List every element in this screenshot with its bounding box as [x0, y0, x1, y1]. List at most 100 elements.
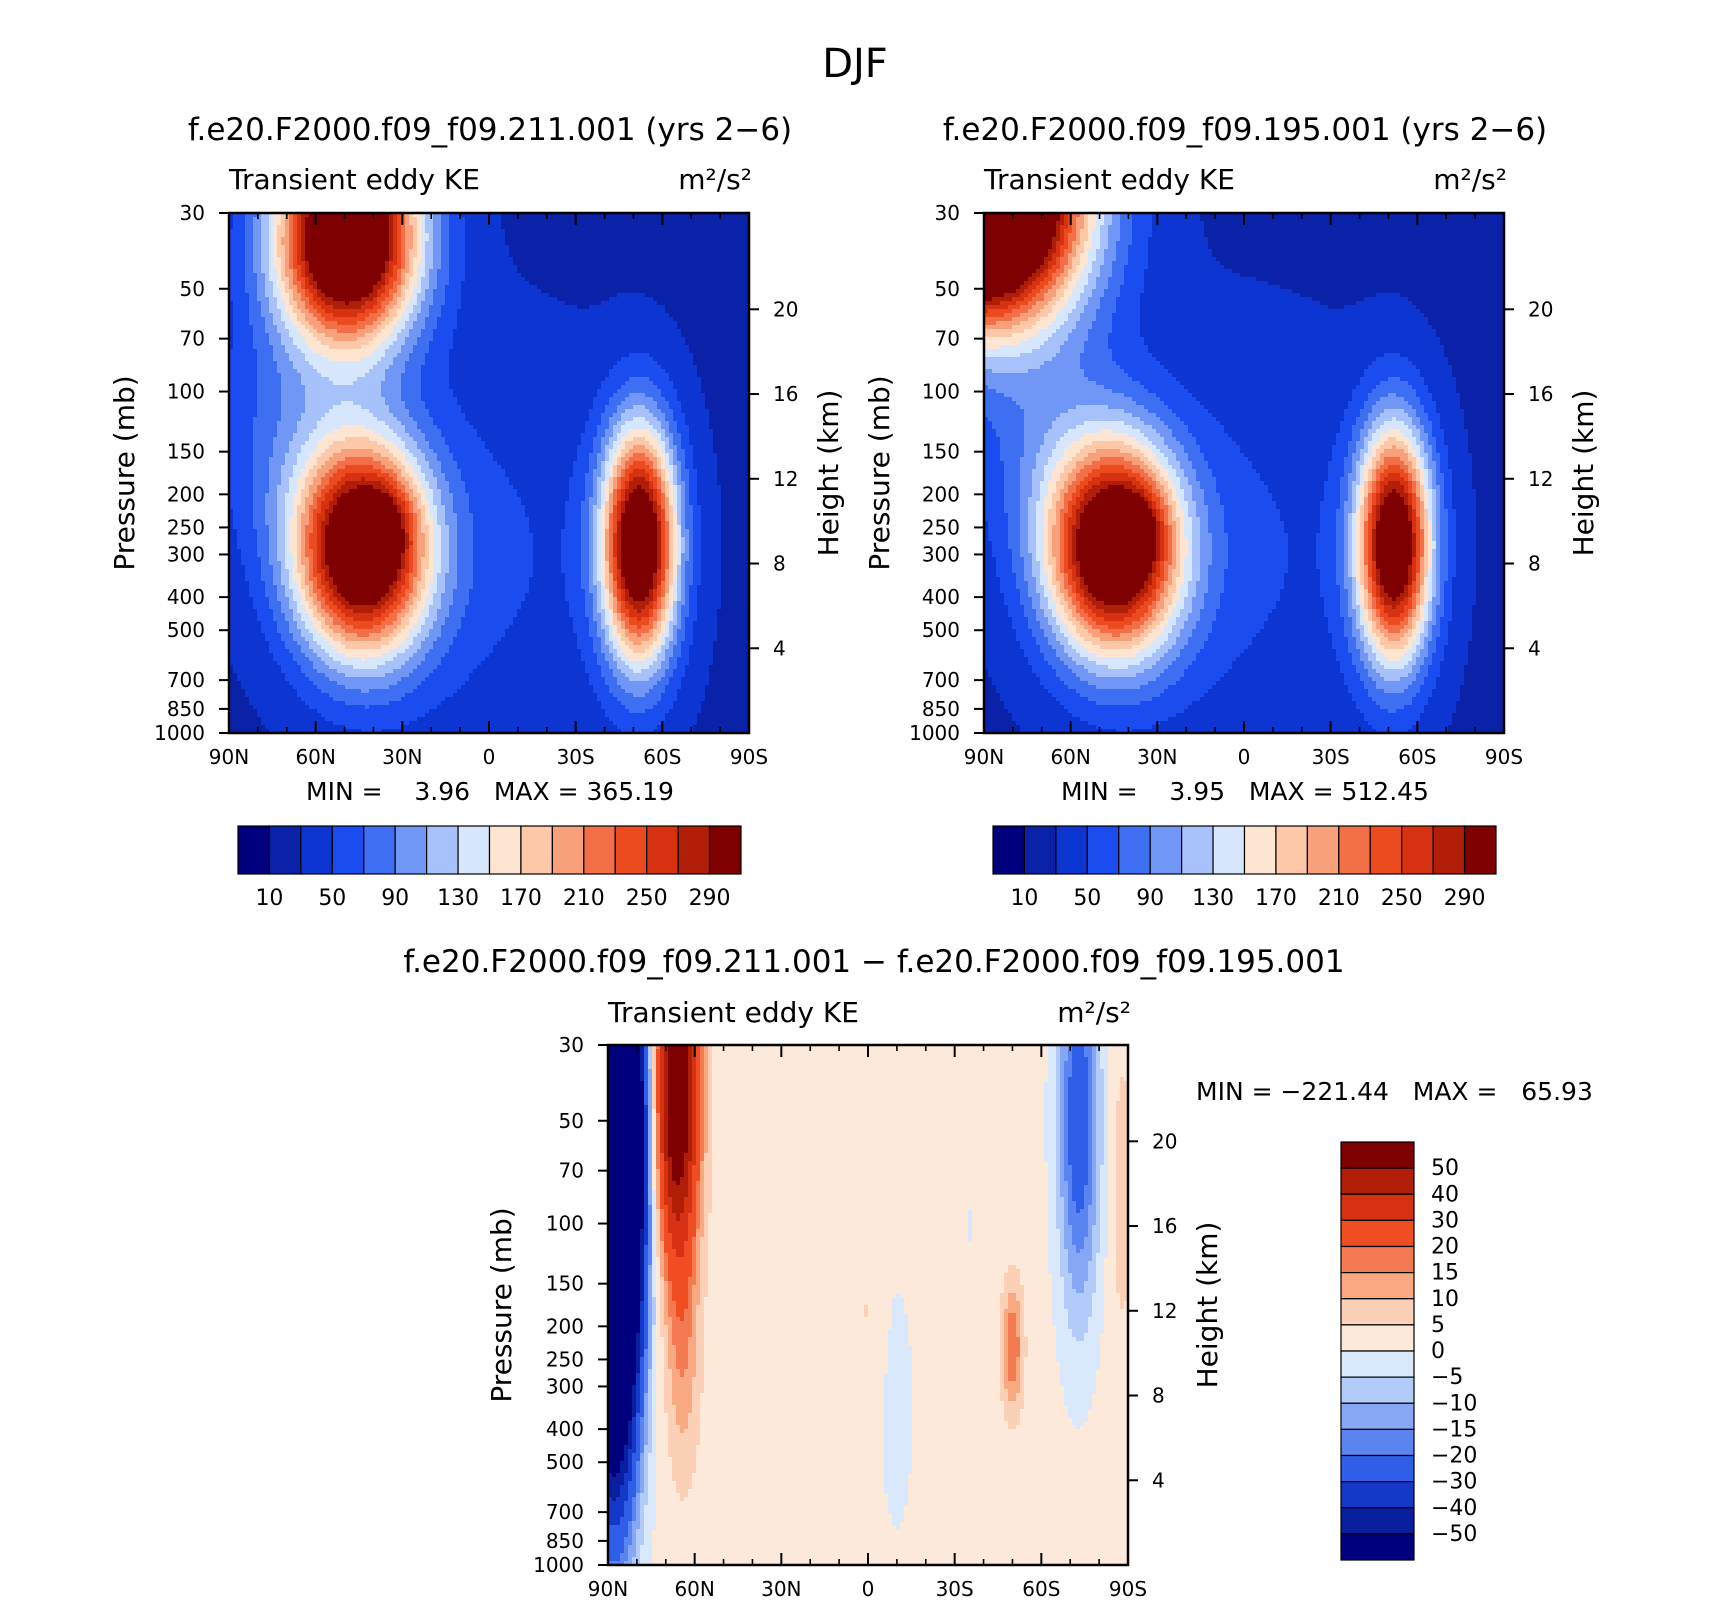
- contour-cell: [253, 353, 258, 358]
- contour-cell: [661, 345, 666, 350]
- contour-cell: [621, 293, 626, 298]
- contour-cell: [417, 285, 422, 290]
- contour-cell: [577, 257, 582, 262]
- contour-cell: [705, 261, 710, 266]
- contour-cell: [513, 237, 518, 242]
- contour-cell: [277, 257, 282, 262]
- contour-cell: [665, 305, 670, 310]
- contour-cell: [377, 353, 382, 358]
- contour-cell: [385, 337, 390, 342]
- contour-cell: [661, 269, 666, 274]
- contour-cell: [309, 353, 314, 358]
- contour-cell: [405, 273, 410, 278]
- contour-cell: [693, 325, 698, 330]
- contour-cell: [361, 325, 366, 330]
- contour-cell: [733, 297, 738, 302]
- contour-cell: [389, 273, 394, 278]
- contour-cell: [665, 301, 670, 306]
- contour-cell: [377, 245, 382, 250]
- contour-cell: [269, 257, 274, 262]
- contour-cell: [461, 265, 466, 270]
- contour-cell: [689, 313, 694, 318]
- contour-cell: [721, 281, 726, 286]
- contour-cell: [437, 281, 442, 286]
- contour-cell: [605, 241, 610, 246]
- contour-cell: [273, 293, 278, 298]
- contour-cell: [705, 285, 710, 290]
- contour-cell: [233, 265, 238, 270]
- contour-cell: [701, 221, 706, 226]
- contour-cell: [309, 253, 314, 258]
- contour-cell: [713, 301, 718, 306]
- contour-cell: [381, 249, 386, 254]
- contour-cell: [249, 221, 254, 226]
- contour-cell: [429, 253, 434, 258]
- contour-cell: [665, 293, 670, 298]
- contour-cell: [245, 309, 250, 314]
- contour-cell: [421, 261, 426, 266]
- contour-cell: [741, 313, 746, 318]
- contour-cell: [657, 341, 662, 346]
- contour-cell: [425, 257, 430, 262]
- contour-cell: [533, 229, 538, 234]
- contour-cell: [305, 297, 310, 302]
- contour-cell: [337, 321, 342, 326]
- contour-cell: [349, 217, 354, 222]
- contour-cell: [517, 337, 522, 342]
- contour-cell: [265, 257, 270, 262]
- contour-cell: [341, 241, 346, 246]
- contour-cell: [357, 273, 362, 278]
- contour-cell: [241, 257, 246, 262]
- contour-cell: [521, 261, 526, 266]
- contour-cell: [445, 337, 450, 342]
- contour-cell: [397, 221, 402, 226]
- contour-cell: [577, 253, 582, 258]
- contour-cell: [677, 305, 682, 310]
- contour-cell: [737, 305, 742, 310]
- contour-cell: [601, 241, 606, 246]
- contour-cell: [621, 229, 626, 234]
- contour-cell: [361, 233, 366, 238]
- contour-cell: [309, 293, 314, 298]
- contour-cell: [465, 305, 470, 310]
- contour-cell: [317, 237, 322, 242]
- contour-cell: [445, 241, 450, 246]
- contour-cell: [489, 253, 494, 258]
- contour-cell: [681, 337, 686, 342]
- contour-cell: [453, 285, 458, 290]
- contour-cell: [577, 245, 582, 250]
- contour-cell: [365, 333, 370, 338]
- contour-cell: [385, 293, 390, 298]
- contour-cell: [557, 237, 562, 242]
- contour-cell: [549, 301, 554, 306]
- contour-cell: [297, 329, 302, 334]
- contour-cell: [581, 309, 586, 314]
- contour-cell: [349, 237, 354, 242]
- contour-cell: [369, 277, 374, 282]
- contour-cell: [617, 345, 622, 350]
- contour-cell: [437, 329, 442, 334]
- contour-cell: [501, 249, 506, 254]
- contour-cell: [633, 241, 638, 246]
- contour-cell: [341, 249, 346, 254]
- contour-cell: [533, 269, 538, 274]
- contour-cell: [729, 237, 734, 242]
- contour-cell: [349, 305, 354, 310]
- contour-cell: [525, 245, 530, 250]
- contour-cell: [725, 217, 730, 222]
- contour-cell: [673, 325, 678, 330]
- contour-cell: [501, 257, 506, 262]
- contour-cell: [457, 265, 462, 270]
- contour-cell: [493, 293, 498, 298]
- contour-cell: [593, 229, 598, 234]
- contour-cell: [653, 309, 658, 314]
- contour-cell: [641, 233, 646, 238]
- contour-cell: [305, 233, 310, 238]
- contour-cell: [409, 241, 414, 246]
- contour-cell: [525, 297, 530, 302]
- contour-cell: [741, 297, 746, 302]
- contour-cell: [693, 281, 698, 286]
- contour-cell: [305, 321, 310, 326]
- contour-cell: [341, 313, 346, 318]
- contour-cell: [721, 285, 726, 290]
